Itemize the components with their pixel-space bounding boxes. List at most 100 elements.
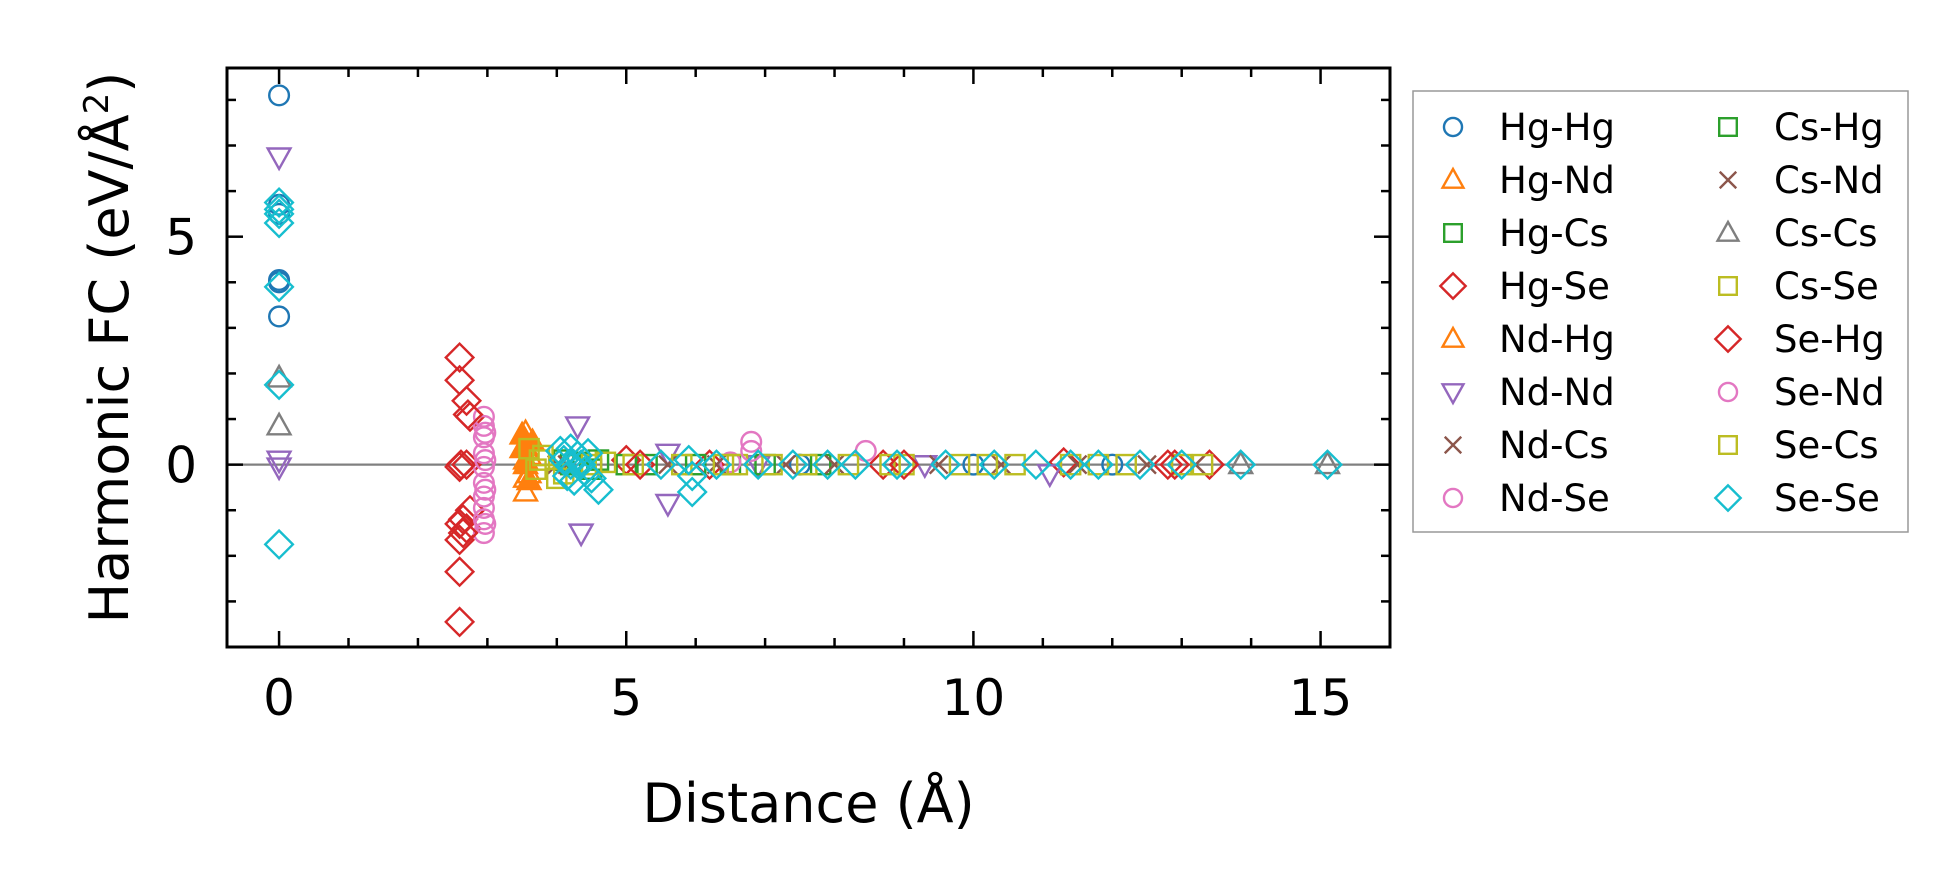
legend-marker [1440, 166, 1466, 189]
data-point [1225, 449, 1257, 481]
series-cs-nd [546, 454, 1157, 475]
data-point [474, 449, 497, 472]
x-tick-label: 15 [1289, 669, 1353, 727]
data-point [263, 271, 295, 303]
y-tick-labels: 05 [165, 209, 197, 495]
data-point [976, 453, 999, 476]
legend-entry: Se-Se [1713, 477, 1880, 520]
data-point [812, 449, 844, 481]
data-point [636, 453, 658, 476]
data-point [839, 449, 871, 481]
data-point [1137, 454, 1157, 475]
data-point [263, 528, 295, 560]
legend-marker [1717, 276, 1738, 297]
legend-label: Cs-Nd [1774, 159, 1884, 202]
data-point [1227, 450, 1255, 475]
data-markers [263, 84, 1344, 638]
legend-label: Nd-Cs [1499, 424, 1609, 467]
data-point [1191, 453, 1214, 476]
data-point [265, 147, 293, 172]
data-point [565, 449, 597, 481]
legend-entry: Nd-Hg [1440, 318, 1615, 361]
data-point [948, 453, 971, 476]
data-point [888, 449, 920, 481]
legend-entry: Cs-Nd [1718, 159, 1884, 202]
legend-label: Se-Nd [1774, 371, 1885, 414]
y-axis-label-superscript: 2 [77, 93, 117, 115]
data-point [265, 411, 293, 436]
data-point [837, 453, 860, 476]
legend-marker [1713, 483, 1743, 513]
data-point [991, 454, 1012, 475]
legend-marker [1440, 325, 1466, 348]
data-point [978, 449, 1010, 481]
data-point [472, 521, 495, 545]
legend-entry: Cs-Se [1717, 265, 1879, 308]
legend-marker [1717, 381, 1739, 403]
legend-entry: Hg-Se [1438, 265, 1610, 308]
data-point [451, 385, 483, 417]
legend-entry: Hg-Nd [1440, 159, 1615, 202]
data-point [740, 430, 763, 453]
data-point [694, 449, 726, 481]
x-tick-label: 5 [610, 669, 642, 727]
data-point [474, 512, 497, 535]
legend-entry: Se-Hg [1713, 318, 1885, 361]
data-point [712, 453, 735, 476]
data-point [676, 476, 708, 508]
data-point [881, 449, 913, 481]
data-point [472, 496, 495, 519]
legend-marker [1717, 116, 1738, 137]
legend-label: Cs-Hg [1774, 106, 1884, 149]
legend-entry: Hg-Cs [1442, 212, 1609, 255]
legend-label: Hg-Se [1499, 265, 1610, 308]
data-point [447, 503, 479, 535]
legend-label: Hg-Cs [1499, 212, 1609, 255]
data-point [265, 450, 293, 475]
data-point [544, 435, 576, 467]
data-point [445, 449, 477, 481]
y-axis-label-main: Harmonic FC (eV/Å [77, 114, 141, 623]
data-point [761, 453, 783, 476]
data-point [594, 451, 617, 474]
data-point [719, 451, 742, 474]
legend-marker [1442, 487, 1464, 509]
data-point [265, 457, 293, 482]
legend-entry: Se-Nd [1717, 371, 1885, 414]
data-point [867, 449, 899, 481]
y-tick-label: 0 [165, 437, 197, 495]
data-point [564, 416, 592, 441]
data-point [1048, 446, 1080, 478]
data-point [562, 440, 594, 472]
legend-entry: Nd-Se [1442, 477, 1610, 520]
legend: Hg-Hg Hg-Nd Hg-Cs Hg-Se Nd-Hg Nd-Nd Nd-Cs Nd-Se… [1412, 90, 1909, 533]
legend-label: Hg-Nd [1499, 159, 1615, 202]
legend-marker [1438, 271, 1468, 301]
data-point [1312, 449, 1344, 481]
x-tick-label: 10 [942, 669, 1006, 727]
legend-label: Hg-Hg [1499, 106, 1615, 149]
data-point [676, 460, 708, 492]
legend-entry: Cs-Cs [1715, 212, 1878, 255]
legend-entry: Se-Cs [1717, 424, 1879, 467]
data-point [576, 462, 608, 494]
legend-marker [1440, 383, 1466, 406]
data-point [645, 449, 677, 481]
data-point [701, 449, 732, 481]
data-point [444, 606, 476, 638]
data-point [268, 305, 291, 328]
plot-frame [225, 66, 1392, 649]
data-point [1170, 453, 1193, 476]
data-point [1067, 454, 1088, 475]
data-point [911, 455, 939, 480]
legend-label: Se-Cs [1774, 424, 1879, 467]
data-point [879, 453, 901, 476]
data-point [809, 453, 832, 476]
data-point [777, 449, 809, 481]
series-se-se [263, 186, 1344, 560]
legend-label: Nd-Hg [1499, 318, 1615, 361]
data-point [740, 439, 763, 463]
data-point [263, 369, 295, 401]
data-point [444, 556, 476, 588]
